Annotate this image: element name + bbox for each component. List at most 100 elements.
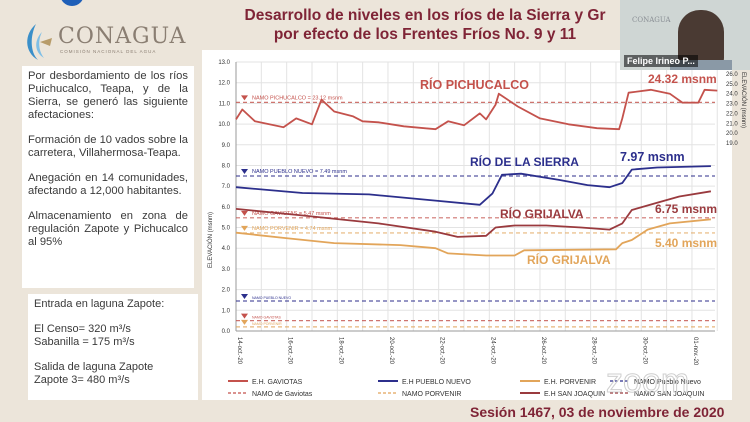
triangle-marker-icon: [241, 169, 248, 175]
y2-tick-label: 23.0: [726, 102, 738, 108]
annotation-grijalva-1: RÍO GRIJALVA: [500, 206, 584, 221]
series-lines: [235, 88, 718, 257]
legend-label: NAMO Pueblo Nuevo: [634, 379, 701, 386]
app-icon: [60, 0, 84, 6]
y-axis-label: ELEVACIÓN (msnm): [207, 212, 214, 268]
annotation-grijalva-2: RÍO GRIJALVA: [527, 252, 611, 267]
participant-name-label: Felipe Irineo P...: [624, 55, 698, 67]
summary-text: Almacenamiento en zona de regulación Zap…: [28, 210, 188, 248]
title-line-1: Desarrollo de niveles en los ríos de la …: [244, 7, 606, 24]
legend-label: E.H SAN JOAQUIN: [544, 391, 605, 398]
legend-label: E.H. GAVIOTAS: [252, 379, 303, 386]
y-axis-ticks: 0.0 1.0 2.0 3.0 4.0 5.0 6.0 7.0 8.0 9.0 10.0 11.0 12…: [218, 60, 230, 335]
y-tick-label: 4.0: [222, 246, 231, 252]
series-line: [235, 88, 718, 131]
y2-tick-label: 25.0: [726, 82, 738, 88]
x-tick-label: 01-nov.-20: [692, 337, 698, 366]
flow-text: Zapote 3= 480 m³/s: [34, 374, 130, 386]
y-tick-label: 1.0: [222, 308, 231, 314]
legend: E.H. GAVIOTAS E.H PUEBLO NUEVO E.H. PORVEN…: [228, 379, 704, 398]
logo-name: CONAGUA: [58, 24, 187, 49]
y2-axis-label: ELEVACIÓN (msnm): [740, 72, 747, 128]
y-tick-label: 9.0: [222, 143, 231, 149]
y-tick-label: 11.0: [219, 101, 231, 107]
chart-panel: [202, 50, 732, 400]
x-axis-ticks: 14-oct.-20 16-oct.-20 18-oct.-20 20-oct.-20…: [236, 337, 698, 366]
y-tick-label: 6.0: [222, 205, 231, 211]
y-tick-label: 5.0: [222, 226, 231, 232]
grid: [235, 61, 718, 332]
background-logo: CONAGUA: [632, 16, 671, 24]
session-footer: Sesión 1467, 03 de noviembre de 2020: [470, 404, 725, 420]
x-tick-label: 24-oct.-20: [489, 337, 495, 365]
flow-heading: Salida de laguna Zapote: [34, 361, 154, 373]
reference-line-label: NAMO PICHUCALCO = 23.12 msnm: [252, 95, 343, 101]
reference-lines: NAMO PICHUCALCO = 23.12 msnm NAMO PUEBLO …: [236, 95, 715, 328]
summary-text: Formación de 10 vados sobre la carretera…: [28, 134, 188, 159]
summary-text: Por desbordamiento de los ríos Puichucal…: [28, 70, 188, 121]
legend-label: NAMO PORVENIR: [402, 391, 461, 398]
summary-text: Anegación en 14 comunidades, afectando a…: [28, 172, 188, 197]
zoom-watermark: zoom: [606, 362, 689, 400]
series-line: [235, 218, 711, 257]
reference-line-label: NAMO PORVENIR: [252, 322, 282, 326]
y-tick-label: 8.0: [222, 163, 231, 169]
legend-label: NAMO SAN JOAQUIN: [634, 391, 704, 398]
y2-tick-label: 19.0: [726, 141, 738, 147]
x-tick-label: 18-oct.-20: [337, 337, 343, 365]
participant-shirt: [670, 60, 732, 70]
x-tick-label: 22-oct.-20: [439, 337, 445, 365]
y-tick-label: 0.0: [222, 329, 231, 335]
reference-line-label: NAMO GAVIOTAS: [252, 316, 282, 320]
y2-tick-label: 20.0: [726, 131, 738, 137]
x-tick-label: 26-oct.-20: [540, 337, 546, 365]
y-tick-label: 10.0: [218, 122, 230, 128]
annotation-grijalva-2-value: 5.40 msnm: [655, 236, 717, 250]
x-tick-label: 16-oct.-20: [287, 337, 293, 365]
annotation-pichucalco-value: 24.32 msnm: [648, 72, 717, 86]
series-line: [235, 165, 711, 206]
reference-line-label: NAMO PORVENIR = 4.74 msnm: [252, 226, 333, 232]
flow-text: Sabanilla = 175 m³/s: [34, 336, 135, 348]
y-tick-label: 7.0: [222, 184, 231, 190]
legend-label: NAMO de Gaviotas: [252, 391, 313, 398]
conagua-logo-icon: [27, 24, 52, 60]
participant-video[interactable]: CONAGUA Felipe Irineo P...: [620, 0, 750, 70]
slide-title: Desarrollo de niveles en los ríos de la …: [215, 6, 635, 44]
impact-summary-box: Por desbordamiento de los ríos Puichucal…: [22, 66, 194, 288]
flow-heading: Entrada en laguna Zapote:: [34, 298, 165, 310]
y-tick-label: 2.0: [222, 288, 231, 294]
y2-tick-label: 21.0: [726, 121, 738, 127]
triangle-marker-icon: [241, 95, 248, 101]
series-line: [235, 190, 712, 238]
y2-tick-label: 26.0: [726, 72, 738, 78]
y-tick-label: 12.0: [218, 81, 230, 87]
annotation-grijalva-1-value: 6.75 msnm: [655, 202, 717, 216]
triangle-marker-icon: [241, 210, 248, 216]
legend-label: E.H PUEBLO NUEVO: [402, 379, 471, 386]
y2-axis-ticks: 19.0 20.0 21.0 22.0 23.0 24.0 25.0 26.0: [726, 72, 738, 147]
annotation-sierra-value: 7.97 msnm: [620, 150, 685, 164]
logo-subtitle: COMISIÓN NACIONAL DEL AGUA: [60, 49, 157, 54]
y2-tick-label: 24.0: [726, 92, 738, 98]
annotation-sierra: RÍO DE LA SIERRA: [470, 154, 579, 169]
triangle-marker-icon: [241, 319, 248, 325]
legend-label: E.H. PORVENIR: [544, 379, 596, 386]
triangle-marker-icon: [241, 225, 248, 231]
title-line-2: por efecto de los Frentes Fríos No. 9 y …: [273, 26, 577, 43]
flow-text: El Censo= 320 m³/s: [34, 323, 131, 335]
reference-line-label: NAMO PUEBLO NUEVO: [252, 296, 291, 300]
flow-summary-box: Entrada en laguna Zapote: El Censo= 320 …: [28, 294, 198, 400]
x-tick-label: 20-oct.-20: [388, 337, 394, 365]
reference-line-label: NAMO PUEBLO NUEVO = 7.49 msnm: [252, 169, 347, 175]
x-tick-label: 14-oct.-20: [236, 337, 242, 365]
y-tick-label: 3.0: [222, 267, 231, 273]
x-tick-label: 30-oct.-20: [641, 337, 647, 365]
triangle-marker-icon: [241, 313, 248, 319]
y-tick-label: 13.0: [218, 60, 230, 66]
annotation-pichucalco: RÍO PICHUCALCO: [420, 77, 529, 92]
y2-tick-label: 22.0: [726, 111, 738, 117]
x-tick-label: 28-oct.-20: [591, 337, 597, 365]
triangle-marker-icon: [241, 293, 248, 299]
